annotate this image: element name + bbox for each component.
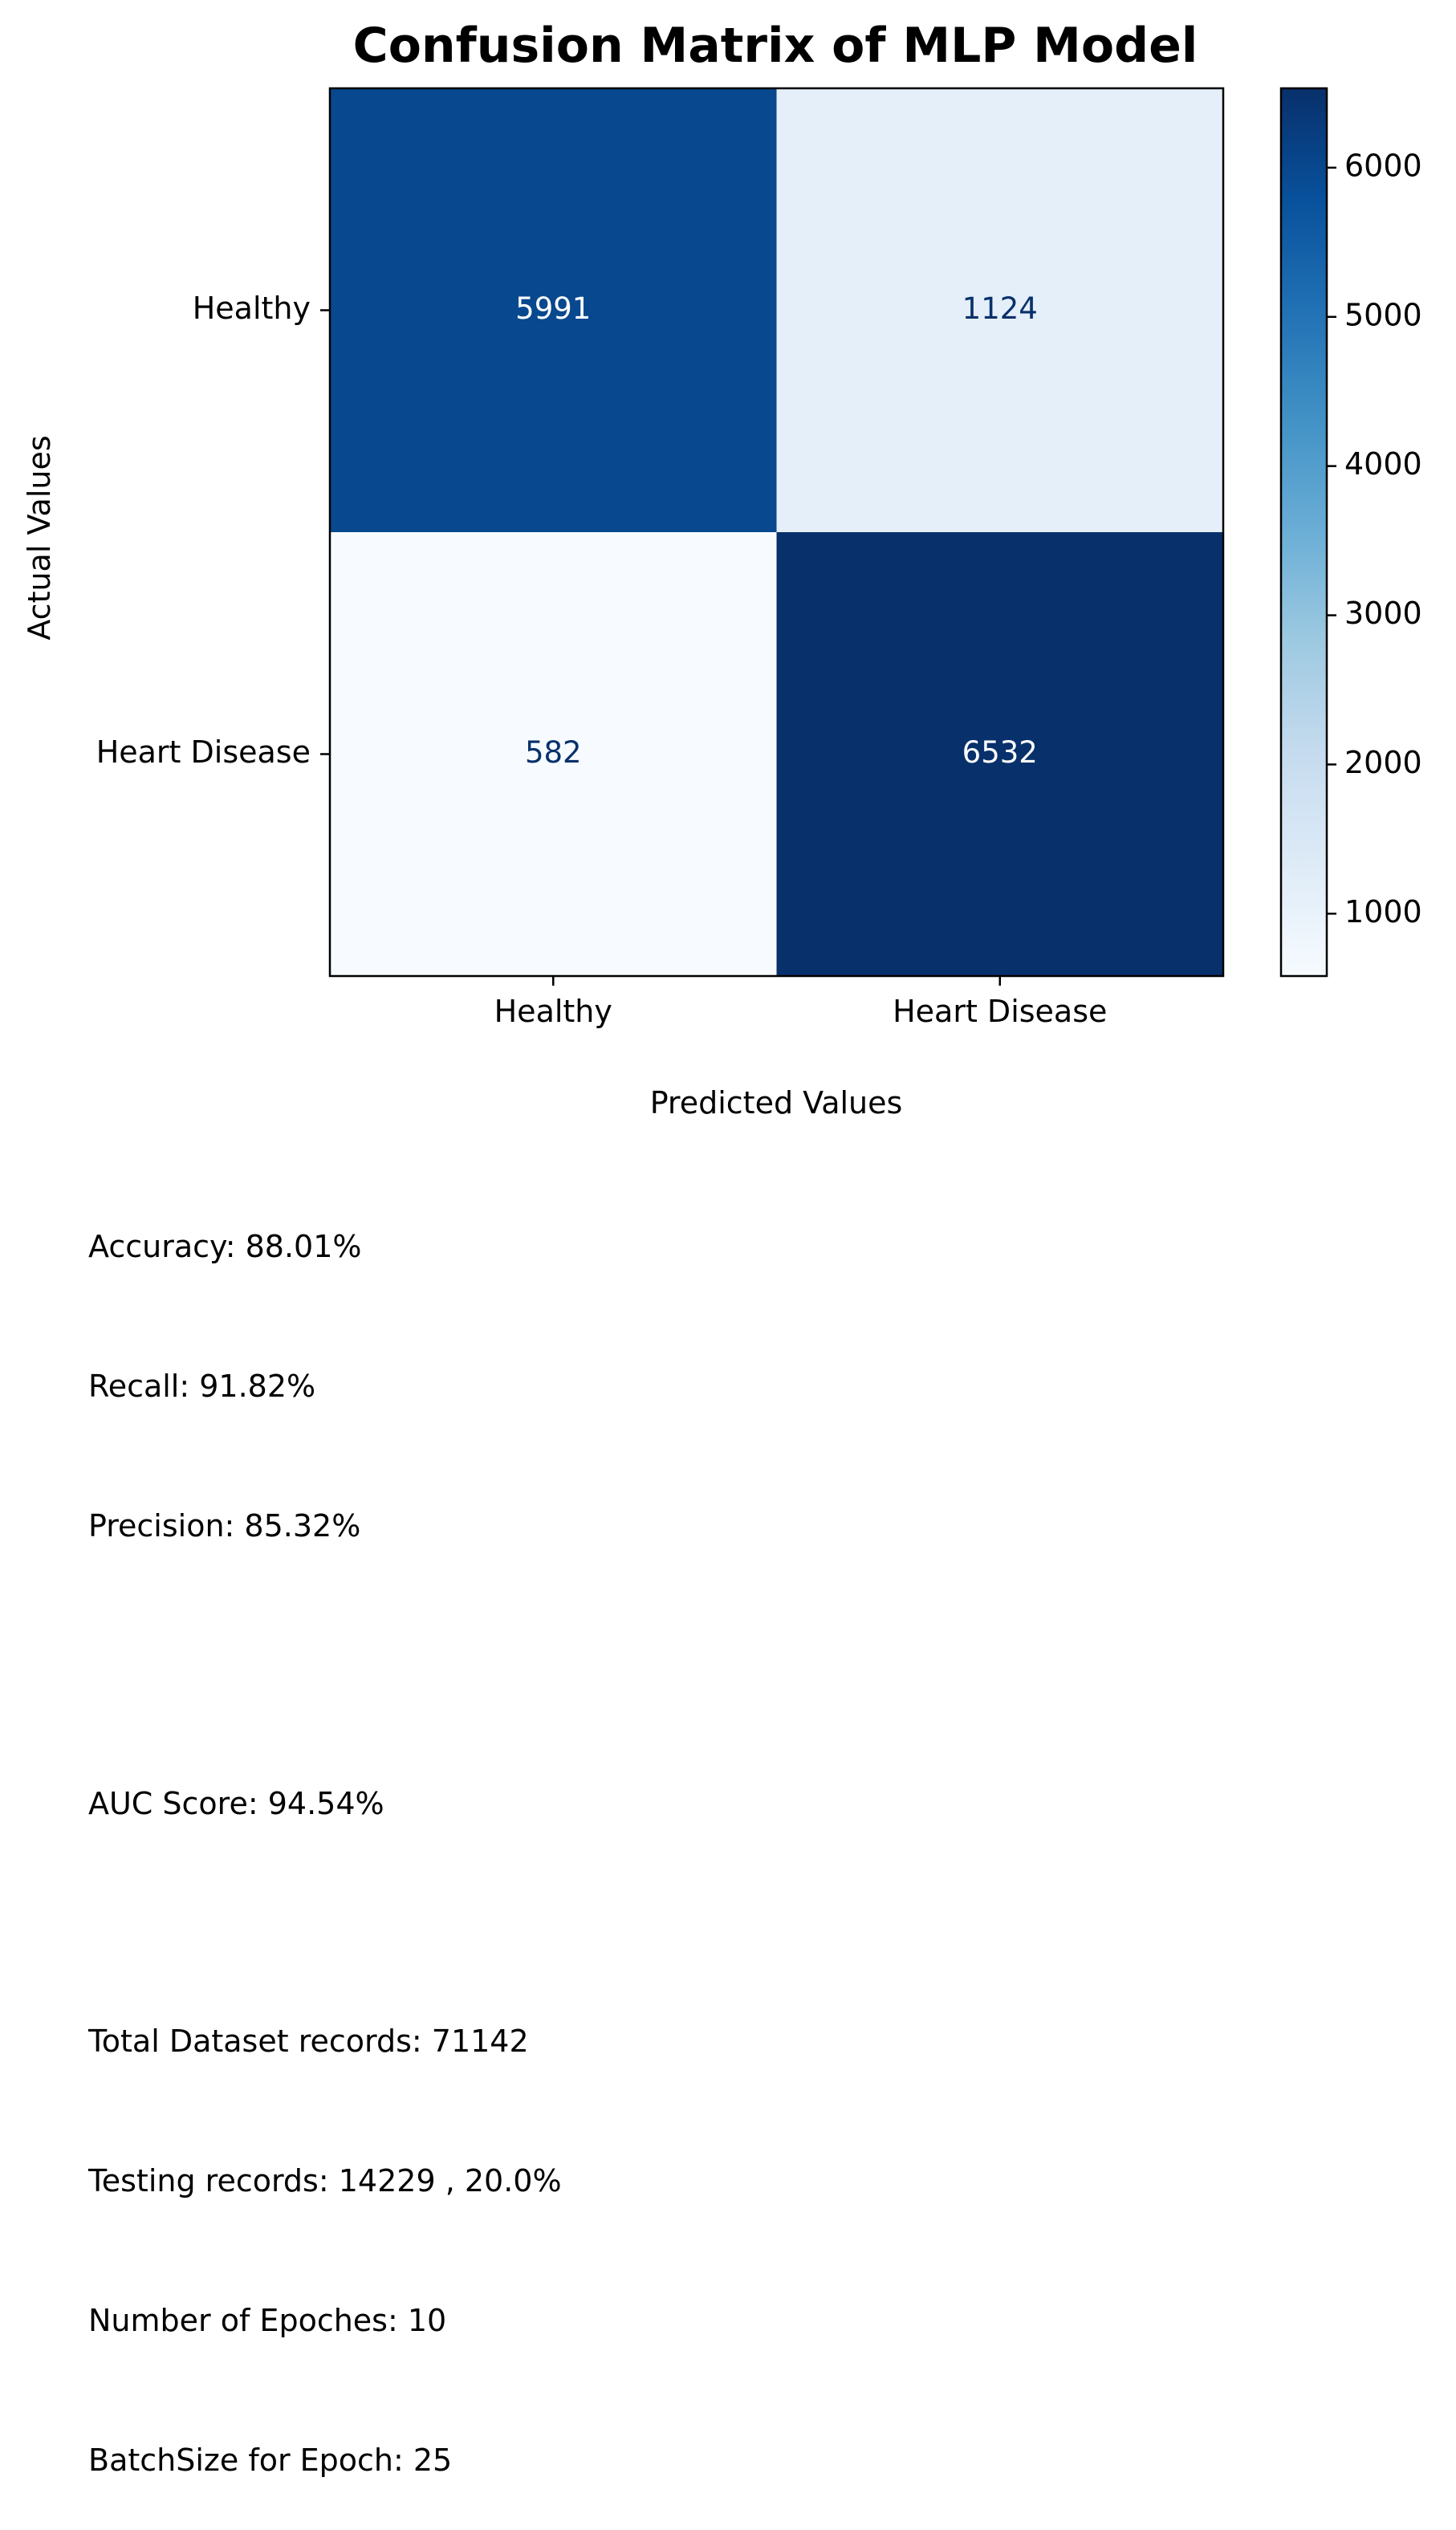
metrics-spacer — [88, 1920, 562, 1925]
matrix-cell-labels: 5991 1124 582 6532 — [515, 291, 1038, 770]
matrix-cell-value: 6532 — [962, 735, 1038, 770]
confusion-matrix-figure: Confusion Matrix of MLP Model 5991 1124 58… — [22, 18, 1422, 1121]
y-axis-ticks: Healthy Heart Disease — [96, 291, 330, 770]
matrix-cells — [330, 88, 1224, 977]
colorbar-tick-label: 1000 — [1344, 894, 1422, 929]
y-axis-label: Actual Values — [22, 435, 57, 640]
colorbar-tick-label: 5000 — [1344, 297, 1422, 332]
precision-text: Precision: 85.32% — [88, 1508, 361, 1544]
matrix-cell — [330, 88, 777, 533]
x-axis-label: Predicted Values — [650, 1085, 903, 1121]
total-records-text: Total Dataset records: 71142 — [88, 2024, 529, 2059]
colorbar-ticks: 1000 2000 3000 4000 5000 6000 — [1327, 148, 1422, 929]
colorbar-tick-label: 2000 — [1344, 745, 1422, 780]
x-axis-ticks: Healthy Heart Disease — [494, 976, 1107, 1029]
matrix-frame — [328, 87, 1225, 978]
metrics-panel: Accuracy: 88.01% Recall: 91.82% Precisio… — [88, 1130, 562, 2530]
auc-text: AUC Score: 94.54% — [88, 1786, 384, 1821]
y-tick-label: Heart Disease — [96, 734, 311, 770]
colorbar-tick-label: 4000 — [1344, 446, 1422, 482]
testing-records-text: Testing records: 14229 , 20.0% — [88, 2163, 562, 2198]
batch-size-text: BatchSize for Epoch: 25 — [88, 2443, 453, 2478]
matrix-cell-value: 5991 — [515, 291, 591, 326]
matrix-cell-value: 582 — [525, 735, 582, 770]
epochs-text: Number of Epoches: 10 — [88, 2303, 447, 2338]
recall-text: Recall: 91.82% — [88, 1369, 316, 1404]
x-tick-label: Heart Disease — [893, 994, 1107, 1029]
colorbar-tick-label: 6000 — [1344, 148, 1422, 183]
matrix-cell — [776, 88, 1224, 533]
matrix-cell — [776, 532, 1224, 977]
chart-title: Confusion Matrix of MLP Model — [353, 18, 1198, 74]
colorbar-tick-label: 3000 — [1344, 596, 1422, 631]
colorbar — [1279, 87, 1328, 978]
matrix-cell — [330, 532, 777, 977]
metrics-spacer — [88, 1642, 562, 1687]
accuracy-text: Accuracy: 88.01% — [88, 1229, 362, 1264]
matrix-cell-value: 1124 — [962, 291, 1038, 326]
x-tick-label: Healthy — [494, 994, 612, 1029]
y-tick-label: Healthy — [193, 291, 311, 326]
